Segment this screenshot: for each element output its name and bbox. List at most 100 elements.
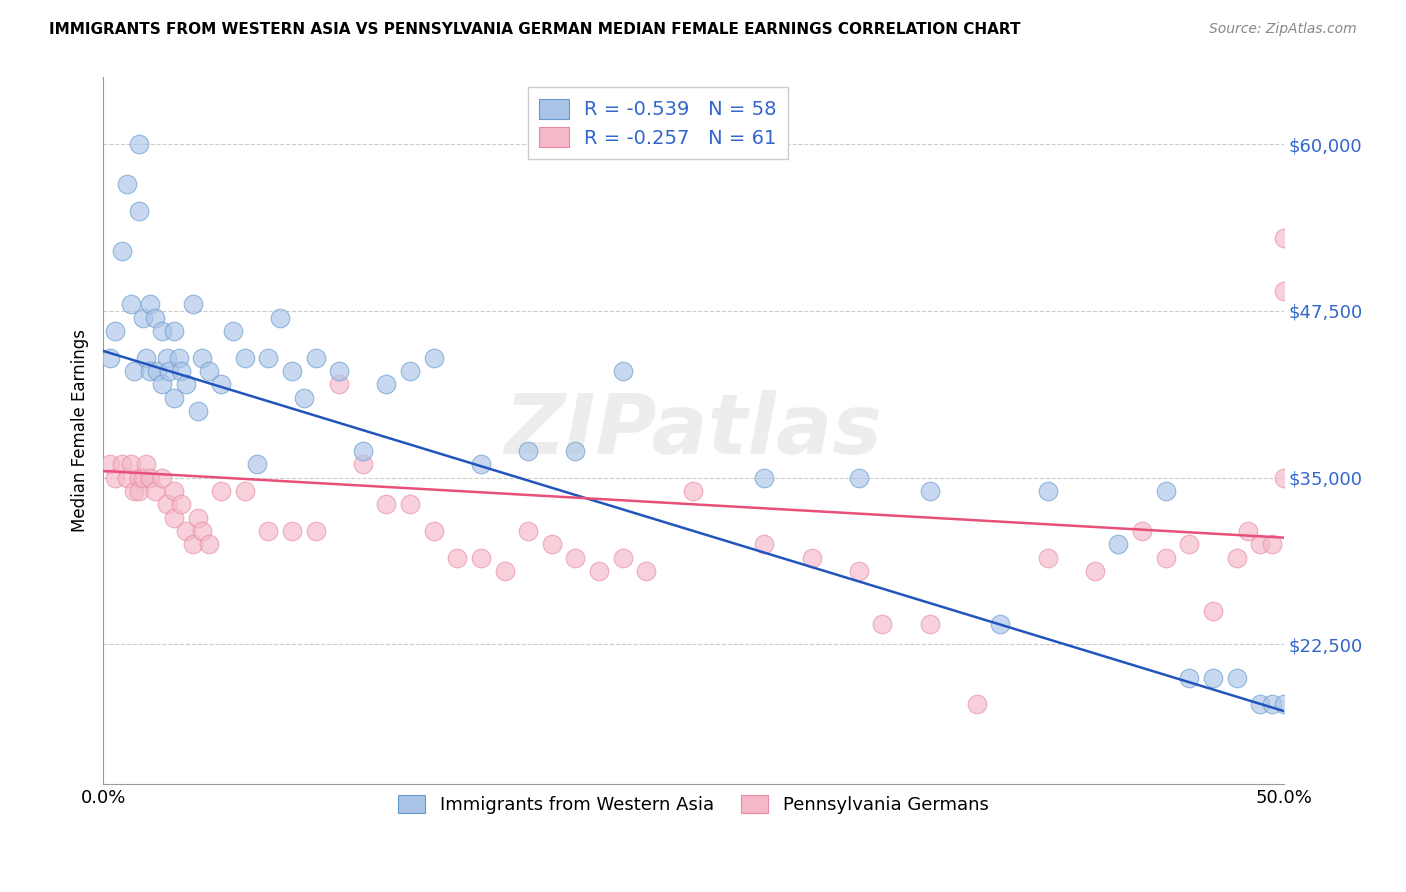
Point [187, 404, 209, 418]
Point [157, 364, 180, 378]
Point [1178, 671, 1201, 685]
Point [174, 524, 197, 538]
Point [1036, 550, 1059, 565]
Point [222, 324, 245, 338]
Point [470, 457, 492, 471]
Point [198, 364, 221, 378]
Point [104, 470, 127, 484]
Point [150, 470, 173, 484]
Point [494, 564, 516, 578]
Point [328, 377, 350, 392]
Point [966, 698, 988, 712]
Point [281, 524, 304, 538]
Point [1249, 698, 1271, 712]
Point [352, 457, 374, 471]
Point [122, 364, 145, 378]
Point [111, 244, 134, 258]
Point [1225, 550, 1247, 565]
Point [104, 324, 127, 338]
Point [121, 297, 143, 311]
Point [800, 550, 823, 565]
Point [292, 391, 315, 405]
Y-axis label: Median Female Earnings: Median Female Earnings [72, 329, 89, 533]
Point [139, 297, 162, 311]
Point [754, 537, 776, 551]
Point [269, 310, 291, 325]
Point [422, 351, 444, 365]
Point [564, 550, 586, 565]
Point [564, 444, 586, 458]
Point [174, 377, 197, 392]
Point [150, 324, 173, 338]
Point [352, 444, 374, 458]
Point [128, 483, 150, 498]
Point [1272, 470, 1295, 484]
Point [163, 510, 186, 524]
Point [918, 483, 941, 498]
Point [98, 457, 121, 471]
Point [139, 364, 162, 378]
Point [375, 377, 398, 392]
Point [1261, 537, 1284, 551]
Point [143, 310, 166, 325]
Point [1237, 524, 1260, 538]
Point [170, 497, 193, 511]
Point [150, 377, 173, 392]
Point [170, 364, 193, 378]
Point [470, 550, 492, 565]
Point [328, 364, 350, 378]
Legend: Immigrants from Western Asia, Pennsylvania Germans: Immigrants from Western Asia, Pennsylvan… [388, 784, 1000, 825]
Point [918, 617, 941, 632]
Point [399, 497, 422, 511]
Point [1202, 604, 1225, 618]
Point [156, 351, 179, 365]
Point [98, 351, 121, 365]
Point [517, 444, 540, 458]
Point [257, 351, 280, 365]
Point [115, 177, 138, 191]
Point [209, 377, 232, 392]
Point [517, 524, 540, 538]
Point [181, 537, 204, 551]
Point [233, 483, 256, 498]
Text: ZIPatlas: ZIPatlas [505, 391, 883, 472]
Point [281, 364, 304, 378]
Point [1084, 564, 1107, 578]
Point [540, 537, 562, 551]
Point [198, 537, 221, 551]
Point [156, 497, 179, 511]
Point [1154, 550, 1177, 565]
Point [163, 483, 186, 498]
Point [588, 564, 610, 578]
Point [128, 137, 150, 152]
Point [191, 524, 214, 538]
Text: IMMIGRANTS FROM WESTERN ASIA VS PENNSYLVANIA GERMAN MEDIAN FEMALE EARNINGS CORRE: IMMIGRANTS FROM WESTERN ASIA VS PENNSYLV… [49, 22, 1021, 37]
Point [132, 310, 155, 325]
Point [612, 364, 634, 378]
Point [1108, 537, 1130, 551]
Point [1154, 483, 1177, 498]
Point [115, 470, 138, 484]
Point [399, 364, 422, 378]
Point [143, 483, 166, 498]
Point [990, 617, 1012, 632]
Point [1272, 284, 1295, 298]
Point [257, 524, 280, 538]
Point [181, 297, 204, 311]
Point [128, 203, 150, 218]
Point [1036, 483, 1059, 498]
Point [422, 524, 444, 538]
Point [848, 564, 870, 578]
Point [135, 457, 157, 471]
Point [128, 470, 150, 484]
Point [872, 617, 894, 632]
Point [375, 497, 398, 511]
Point [446, 550, 468, 565]
Point [682, 483, 704, 498]
Point [1261, 698, 1284, 712]
Point [209, 483, 232, 498]
Point [122, 483, 145, 498]
Point [848, 470, 870, 484]
Point [246, 457, 269, 471]
Point [132, 470, 155, 484]
